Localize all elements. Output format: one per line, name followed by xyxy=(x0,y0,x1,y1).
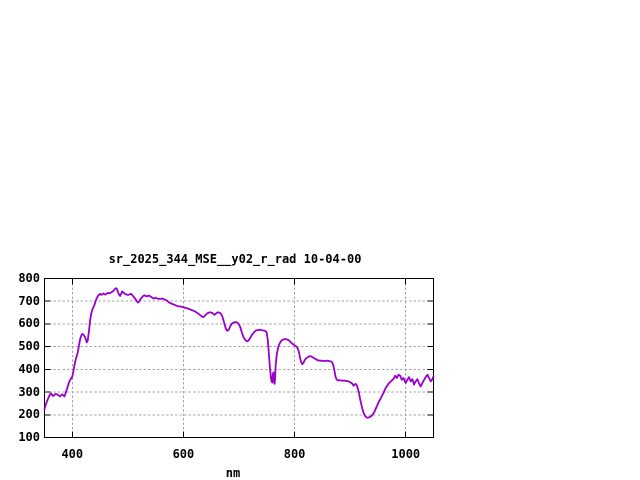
y-tick-label: 200 xyxy=(18,407,40,422)
data-curve xyxy=(43,287,435,419)
x-tick-label: 600 xyxy=(172,447,195,461)
y-tick-label: 600 xyxy=(18,316,40,331)
x-tick-label: 1000 xyxy=(391,447,421,461)
y-tick-label: 700 xyxy=(18,293,40,308)
y-tick-label: 500 xyxy=(18,339,40,354)
y-tick-label: 300 xyxy=(18,384,40,399)
y-tick-label: 100 xyxy=(18,430,40,444)
x-tick-label: 400 xyxy=(61,447,84,461)
x-axis-label: nm xyxy=(225,466,241,480)
chart-title: sr_2025_344_MSE__y02_r_rad 10-04-00 xyxy=(108,252,362,266)
x-tick-label: 800 xyxy=(283,447,306,461)
y-tick-label: 400 xyxy=(18,361,40,376)
plot-border xyxy=(44,278,434,438)
y-tick-label: 800 xyxy=(18,271,40,285)
